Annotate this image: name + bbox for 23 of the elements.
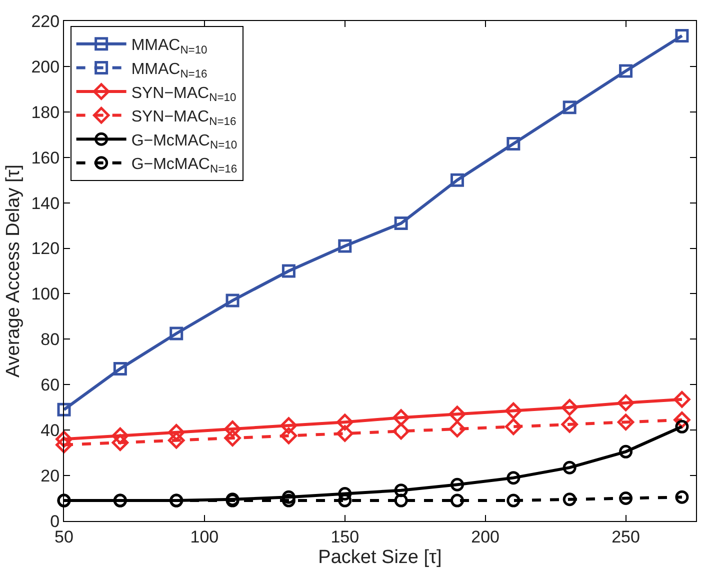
x-axis-title: Packet Size [τ] [318, 547, 442, 568]
legend-label: MMAC$_{N=10}$ [131, 37, 208, 56]
y-tick-label: 100 [31, 284, 60, 304]
x-tick-label: 100 [190, 527, 219, 546]
y-tick-label: 180 [31, 102, 60, 122]
y-tick-label: 60 [40, 376, 60, 395]
legend-label: G−McMAC$_{N=10}$ [131, 132, 238, 152]
legend-label: G−McMAC$_{N=16}$ [131, 156, 238, 176]
y-tick-label: 160 [31, 148, 60, 168]
y-axis-title: Average Access Delay [τ] [3, 164, 24, 378]
y-tick-label: 120 [31, 239, 60, 258]
x-tick-label: 200 [471, 527, 500, 546]
y-tick-label: 200 [31, 57, 60, 76]
y-tick-label: 80 [40, 330, 60, 350]
y-tick-label: 140 [31, 194, 60, 213]
x-tick-label: 150 [330, 527, 360, 546]
legend-label: SYN−MAC$_{N=10}$ [131, 84, 236, 104]
y-tick-label: 40 [40, 421, 60, 440]
x-tick-label: 250 [612, 527, 640, 546]
legend-label: MMAC$_{N=16}$ [131, 60, 208, 80]
y-tick-label: 220 [31, 12, 60, 31]
legend-label: SYN−MAC$_{N=16}$ [131, 108, 236, 128]
y-tick-label: 20 [40, 466, 60, 486]
